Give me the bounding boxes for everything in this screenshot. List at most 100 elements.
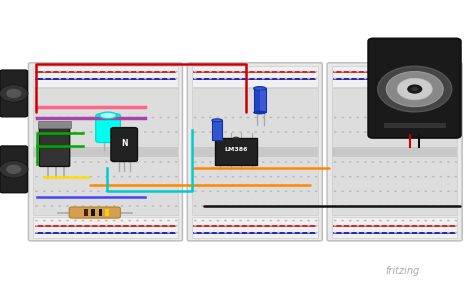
Circle shape	[175, 117, 178, 118]
Circle shape	[307, 78, 310, 79]
Circle shape	[315, 71, 318, 72]
Circle shape	[175, 78, 178, 79]
Circle shape	[341, 161, 344, 163]
Circle shape	[401, 78, 404, 79]
Circle shape	[120, 176, 123, 178]
Circle shape	[284, 71, 287, 72]
Circle shape	[152, 220, 155, 221]
Circle shape	[209, 220, 212, 221]
Circle shape	[175, 232, 178, 234]
Circle shape	[255, 225, 257, 227]
Circle shape	[43, 220, 46, 221]
Circle shape	[136, 78, 139, 79]
Circle shape	[167, 117, 170, 118]
Circle shape	[152, 117, 155, 118]
Circle shape	[136, 176, 139, 178]
Circle shape	[144, 176, 146, 178]
Circle shape	[455, 176, 457, 178]
Circle shape	[334, 161, 337, 163]
Circle shape	[307, 71, 310, 72]
Circle shape	[409, 220, 412, 221]
Circle shape	[97, 190, 100, 192]
Circle shape	[105, 205, 108, 207]
Circle shape	[356, 220, 359, 221]
Circle shape	[401, 190, 404, 192]
Circle shape	[120, 131, 123, 133]
Text: N: N	[121, 139, 128, 147]
Circle shape	[159, 78, 162, 79]
Circle shape	[447, 117, 450, 118]
Circle shape	[447, 205, 450, 207]
Circle shape	[387, 71, 390, 72]
Circle shape	[239, 225, 242, 227]
Circle shape	[334, 78, 337, 79]
Circle shape	[315, 190, 318, 192]
Circle shape	[387, 161, 390, 163]
Circle shape	[349, 176, 352, 178]
Circle shape	[409, 131, 412, 133]
Circle shape	[58, 117, 61, 118]
Circle shape	[269, 205, 272, 207]
Bar	[384, 123, 446, 128]
Circle shape	[51, 225, 54, 227]
Circle shape	[113, 220, 116, 221]
Circle shape	[401, 131, 404, 133]
Circle shape	[409, 225, 412, 227]
Circle shape	[334, 220, 337, 221]
Circle shape	[120, 117, 123, 118]
Circle shape	[232, 71, 235, 72]
Circle shape	[144, 131, 146, 133]
Circle shape	[58, 225, 61, 227]
Bar	[84, 209, 88, 216]
Circle shape	[58, 205, 61, 207]
Ellipse shape	[212, 119, 222, 122]
Circle shape	[262, 71, 264, 72]
Circle shape	[194, 71, 197, 72]
Circle shape	[194, 232, 197, 234]
Circle shape	[159, 220, 162, 221]
Circle shape	[247, 220, 250, 221]
Circle shape	[43, 176, 46, 178]
Circle shape	[364, 205, 367, 207]
Bar	[192, 66, 318, 87]
Circle shape	[43, 161, 46, 163]
Circle shape	[201, 131, 204, 133]
Bar	[91, 209, 95, 216]
Circle shape	[0, 161, 28, 178]
Circle shape	[175, 190, 178, 192]
Circle shape	[409, 232, 412, 234]
Circle shape	[144, 190, 146, 192]
Circle shape	[407, 84, 422, 94]
Circle shape	[439, 190, 442, 192]
Circle shape	[284, 190, 287, 192]
Circle shape	[90, 190, 92, 192]
Circle shape	[209, 225, 212, 227]
Circle shape	[51, 161, 54, 163]
Circle shape	[201, 161, 204, 163]
Circle shape	[105, 117, 108, 118]
Circle shape	[349, 161, 352, 163]
FancyBboxPatch shape	[96, 114, 120, 142]
Circle shape	[432, 232, 435, 234]
Circle shape	[255, 71, 257, 72]
Circle shape	[217, 78, 219, 79]
Circle shape	[74, 205, 77, 207]
Circle shape	[394, 176, 397, 178]
Circle shape	[284, 232, 287, 234]
Circle shape	[417, 205, 419, 207]
Circle shape	[113, 232, 116, 234]
Circle shape	[209, 232, 212, 234]
Circle shape	[379, 176, 382, 178]
Circle shape	[6, 165, 21, 174]
Circle shape	[255, 190, 257, 192]
Circle shape	[35, 225, 38, 227]
Circle shape	[159, 205, 162, 207]
Ellipse shape	[254, 111, 266, 114]
Circle shape	[152, 176, 155, 178]
Circle shape	[262, 232, 264, 234]
Circle shape	[432, 220, 435, 221]
Circle shape	[105, 161, 108, 163]
Circle shape	[262, 117, 264, 118]
Circle shape	[247, 131, 250, 133]
Circle shape	[51, 232, 54, 234]
